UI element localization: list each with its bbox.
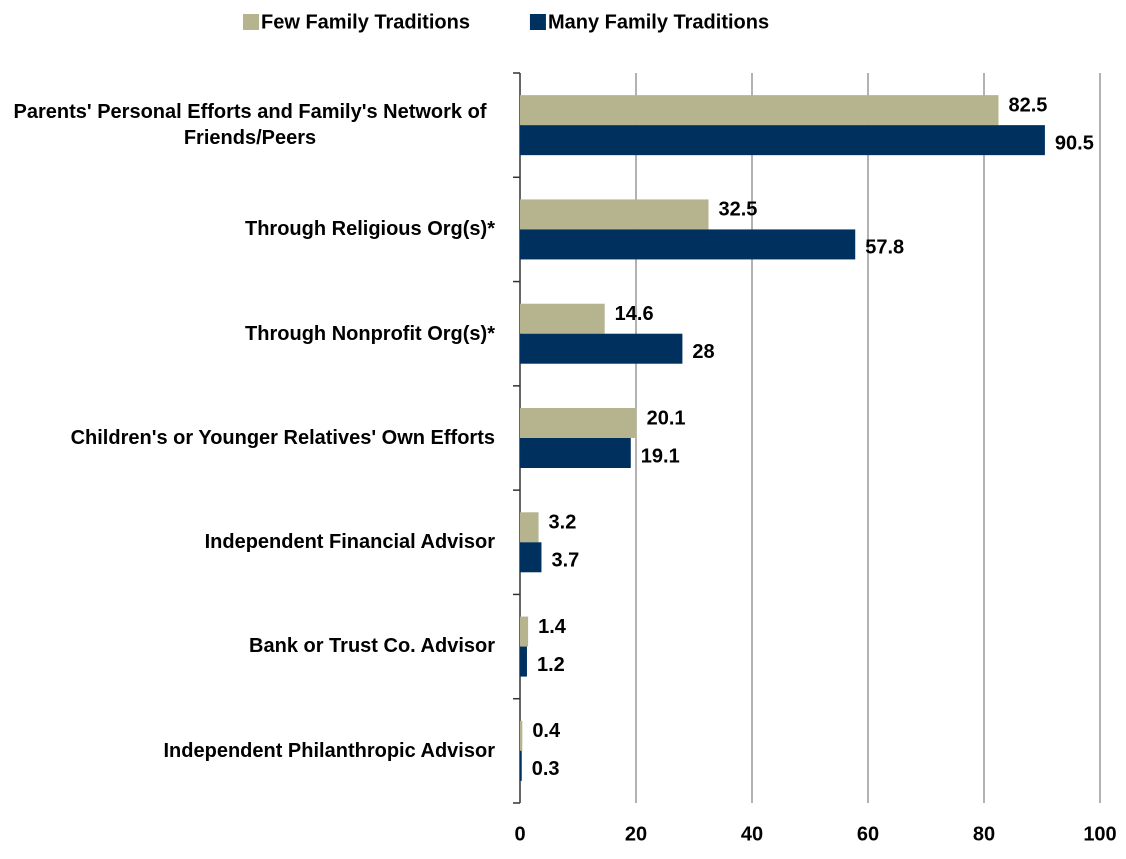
bar — [520, 720, 523, 751]
data-label: 82.5 — [1009, 94, 1048, 116]
data-label: 14.6 — [615, 303, 654, 325]
bar — [520, 229, 856, 260]
y-tick-label: Independent Financial Advisor — [204, 531, 495, 554]
bar — [520, 646, 527, 677]
bar — [520, 408, 637, 438]
y-tick-label: Through Religious Org(s)* — [245, 218, 495, 241]
category-label-box: Children's or Younger Relatives' Own Eff… — [5, 386, 495, 490]
x-tick-label: 40 — [741, 823, 763, 845]
category-label-box: Bank or Trust Co. Advisor — [5, 594, 495, 698]
data-label: 3.7 — [551, 550, 579, 572]
y-tick-label: Independent Philanthropic Advisor — [163, 739, 495, 762]
category-label-box: Independent Financial Advisor — [5, 490, 495, 594]
legend-swatch — [529, 14, 546, 30]
legend-label: Few Family Traditions — [261, 11, 470, 33]
x-tick-label: 20 — [625, 823, 647, 845]
data-label: 20.1 — [647, 407, 686, 429]
data-label: 0.3 — [532, 758, 560, 780]
y-tick-label: Through Nonprofit Org(s)* — [245, 322, 495, 345]
bar — [520, 438, 631, 468]
legend-label: Many Family Traditions — [548, 11, 769, 33]
bar — [520, 125, 1045, 156]
bar — [520, 333, 683, 364]
data-label: 1.4 — [538, 616, 567, 638]
category-label-box: Parents' Personal Efforts and Family's N… — [5, 73, 495, 177]
data-label: 32.5 — [719, 199, 758, 221]
y-tick-label: Children's or Younger Relatives' Own Eff… — [70, 426, 495, 449]
x-tick-label: 100 — [1083, 823, 1116, 845]
x-tick-label: 60 — [857, 823, 879, 845]
bar — [520, 512, 539, 543]
category-label-box: Through Nonprofit Org(s)* — [5, 282, 495, 386]
data-label: 1.2 — [537, 654, 565, 676]
data-label: 0.4 — [532, 720, 561, 742]
legend-swatch — [243, 14, 259, 30]
x-tick-label: 80 — [973, 823, 995, 845]
x-tick-label: 0 — [514, 823, 525, 845]
category-label-box: Through Religious Org(s)* — [5, 177, 495, 281]
category-label-box: Independent Philanthropic Advisor — [5, 699, 495, 803]
bar — [520, 750, 522, 781]
bar — [520, 303, 605, 334]
bar — [520, 616, 529, 647]
data-label: 3.2 — [549, 512, 577, 534]
bar — [520, 199, 709, 230]
data-label: 57.8 — [865, 237, 904, 259]
y-tick-label: Bank or Trust Co. Advisor — [249, 635, 495, 658]
bar — [520, 95, 999, 126]
data-label: 28 — [692, 341, 714, 363]
bar — [520, 542, 542, 573]
data-label: 90.5 — [1055, 132, 1094, 154]
data-label: 19.1 — [641, 445, 680, 467]
y-tick-label: Parents' Personal Efforts and Family's N… — [13, 101, 487, 149]
